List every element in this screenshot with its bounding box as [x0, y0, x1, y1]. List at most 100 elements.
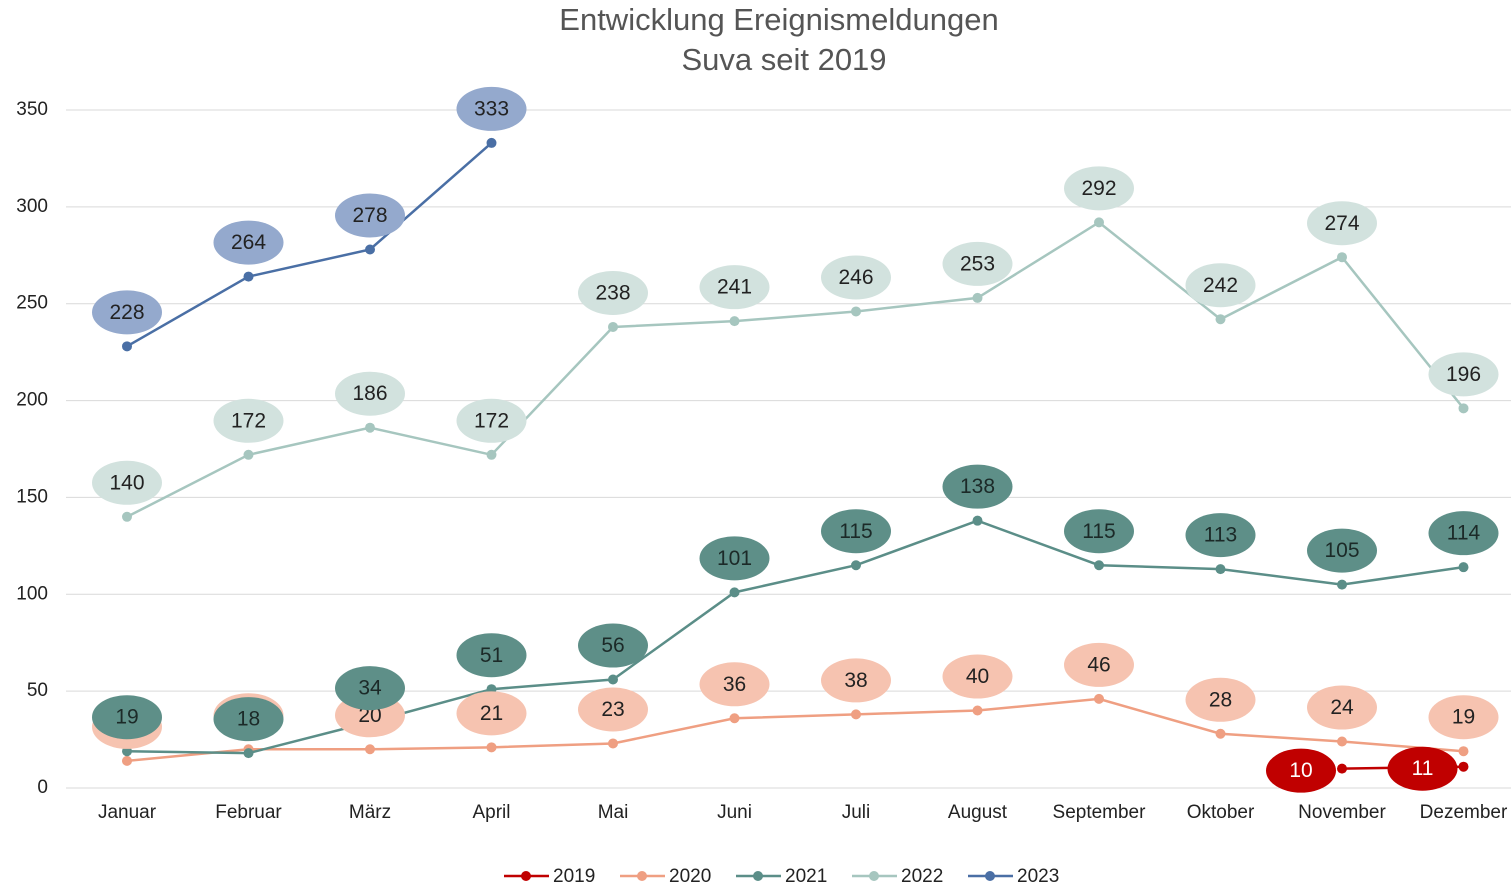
series-line	[126, 220, 1465, 518]
data-label: 115	[839, 520, 872, 543]
point	[729, 587, 740, 598]
legend-swatch-dot	[869, 871, 879, 881]
data-label-bg	[1428, 695, 1499, 740]
data-label-bg	[578, 687, 648, 732]
point	[1458, 761, 1469, 772]
data-label-bg	[213, 697, 284, 742]
point	[972, 705, 983, 716]
data-label: 23	[601, 698, 624, 721]
data-label: 140	[109, 471, 144, 494]
legend-label: 2020	[669, 866, 711, 887]
point	[243, 449, 254, 460]
data-label-bg	[821, 509, 891, 554]
y-tick-label: 250	[16, 293, 48, 314]
point	[1337, 579, 1347, 590]
x-tick-label: April	[472, 802, 510, 823]
point	[1337, 763, 1347, 774]
data-label-bg	[456, 691, 527, 736]
data-label: 38	[844, 669, 867, 692]
data-label-bg	[1185, 513, 1256, 558]
data-label-bg	[1307, 528, 1377, 573]
data-label: 114	[1447, 522, 1481, 545]
data-label: 56	[601, 634, 624, 657]
data-label-bg	[578, 270, 648, 315]
x-tick-label: März	[349, 802, 391, 823]
data-label-bg	[1064, 166, 1134, 211]
legend-label: 2021	[785, 866, 827, 887]
data-label: 115	[1082, 520, 1115, 543]
y-tick-label: 100	[16, 583, 48, 604]
point	[1458, 562, 1469, 573]
point	[1094, 217, 1104, 228]
data-label-bg	[1185, 263, 1256, 308]
data-label-bg	[335, 666, 405, 711]
data-label: 274	[1324, 212, 1359, 235]
data-label-bg	[1064, 509, 1134, 554]
point	[608, 321, 618, 332]
point	[365, 422, 375, 433]
legend-label: 2019	[553, 866, 595, 887]
point	[1337, 252, 1347, 263]
y-tick-label: 350	[16, 99, 48, 120]
x-tick-label: Januar	[98, 802, 157, 823]
point	[972, 292, 983, 303]
y-tick-label: 150	[16, 486, 48, 507]
point	[729, 316, 740, 327]
point	[972, 515, 983, 526]
data-label: 228	[109, 301, 144, 324]
data-label: 101	[717, 547, 752, 570]
point	[122, 341, 132, 352]
data-label: 172	[231, 409, 266, 432]
data-label-bg	[456, 398, 527, 443]
data-label: 28	[1209, 688, 1232, 711]
point	[1215, 314, 1226, 325]
y-tick-label: 300	[16, 196, 48, 217]
data-label-bg	[335, 193, 405, 238]
data-label: 186	[352, 382, 387, 405]
point	[486, 449, 497, 460]
point	[365, 744, 375, 755]
point	[1458, 403, 1469, 414]
data-label-bg	[1266, 748, 1336, 793]
data-label-bg	[942, 654, 1013, 699]
data-label: 18	[237, 708, 260, 731]
legend-label: 2022	[901, 866, 943, 887]
point	[608, 674, 618, 685]
data-label-bg	[942, 241, 1013, 286]
data-label: 264	[231, 231, 266, 254]
chart-title: Entwicklung Ereignismeldungen	[559, 2, 998, 37]
point	[1337, 736, 1347, 747]
data-label-bg	[1387, 746, 1458, 791]
data-label-bg	[699, 265, 770, 310]
data-label-bg	[456, 633, 527, 678]
data-label: 19	[1452, 706, 1475, 729]
data-label: 238	[595, 282, 630, 305]
series-line	[126, 519, 1464, 755]
legend-swatch-dot	[753, 871, 763, 881]
data-label: 138	[960, 475, 995, 498]
y-tick-label: 200	[16, 390, 48, 411]
data-label: 21	[480, 702, 503, 725]
data-label-bg	[699, 662, 770, 707]
data-label-bg	[213, 398, 284, 443]
point	[365, 244, 375, 255]
data-label-bg	[92, 695, 162, 740]
data-label-bg	[1307, 201, 1377, 246]
point	[486, 137, 497, 148]
point	[243, 271, 254, 282]
data-label: 196	[1446, 363, 1481, 386]
x-tick-label: Dezember	[1420, 802, 1508, 823]
data-label-bg	[1307, 685, 1377, 730]
data-label-bg	[578, 623, 648, 668]
x-tick-label: August	[948, 802, 1008, 823]
point	[243, 748, 254, 759]
y-tick-label: 50	[27, 680, 48, 701]
legend-label: 2023	[1017, 866, 1059, 887]
data-label: 242	[1203, 274, 1238, 297]
point	[608, 738, 618, 749]
legend-swatch-dot	[521, 871, 531, 881]
data-label-bg	[92, 460, 162, 505]
x-tick-label: September	[1053, 802, 1147, 823]
data-label-bg	[1428, 511, 1499, 556]
